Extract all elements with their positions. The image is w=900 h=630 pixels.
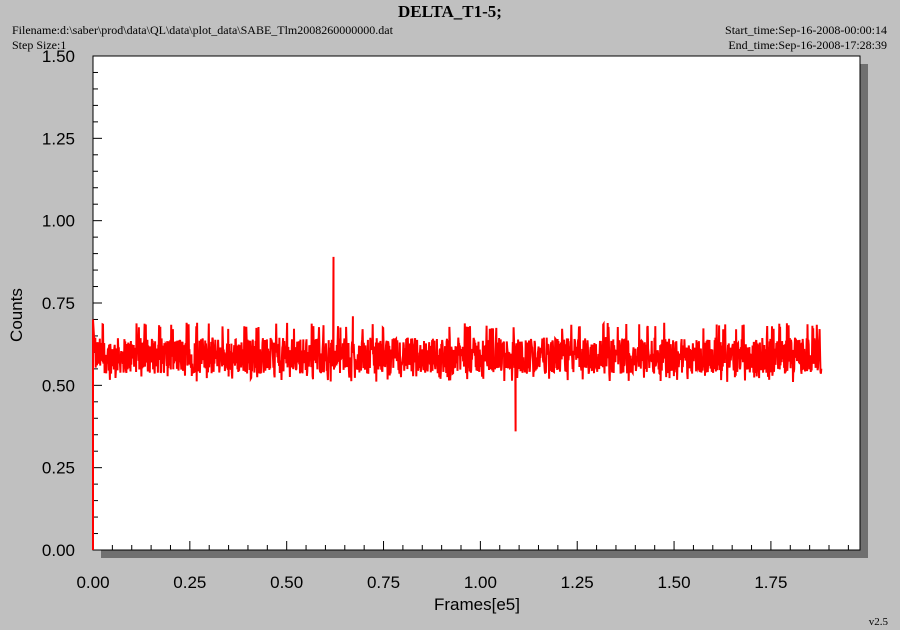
filename-label: Filename:d:\saber\prod\data\QL\data\plot… <box>12 23 393 37</box>
series-line <box>92 256 823 550</box>
y-tick-label: 0.50 <box>42 376 75 395</box>
x-tick-label: 1.25 <box>561 573 594 592</box>
series-group <box>92 256 823 550</box>
end-time-label: End_time:Sep-16-2008-17:28:39 <box>728 38 887 52</box>
x-tick-label: 0.00 <box>76 573 109 592</box>
x-tick-label: 1.00 <box>464 573 497 592</box>
y-tick-label: 1.50 <box>42 47 75 66</box>
step-size-label: Step Size:1 <box>12 38 67 52</box>
x-tick-label: 0.75 <box>367 573 400 592</box>
start-time-label: Start_time:Sep-16-2008-00:00:14 <box>725 23 887 37</box>
plot-area <box>92 55 861 551</box>
y-tick-label: 0.75 <box>42 294 75 313</box>
x-tick-label: 0.50 <box>270 573 303 592</box>
y-axis-title: Counts <box>7 288 26 342</box>
x-tick-label: 1.75 <box>754 573 787 592</box>
axis-tick-labels: 0.00 0.25 0.50 0.75 1.00 1.25 1.50 0.00 0.25 0.50… <box>42 47 788 592</box>
chart-title: DELTA_T1-5; <box>398 2 502 21</box>
y-tick-label: 1.25 <box>42 129 75 148</box>
y-tick-label: 1.00 <box>42 212 75 231</box>
version-label: v2.5 <box>868 616 888 628</box>
y-tick-label: 0.25 <box>42 459 75 478</box>
x-axis-title: Frames[e5] <box>434 595 520 614</box>
y-tick-label: 0.00 <box>42 541 75 560</box>
x-tick-label: 0.25 <box>173 573 206 592</box>
x-tick-label: 1.50 <box>658 573 691 592</box>
